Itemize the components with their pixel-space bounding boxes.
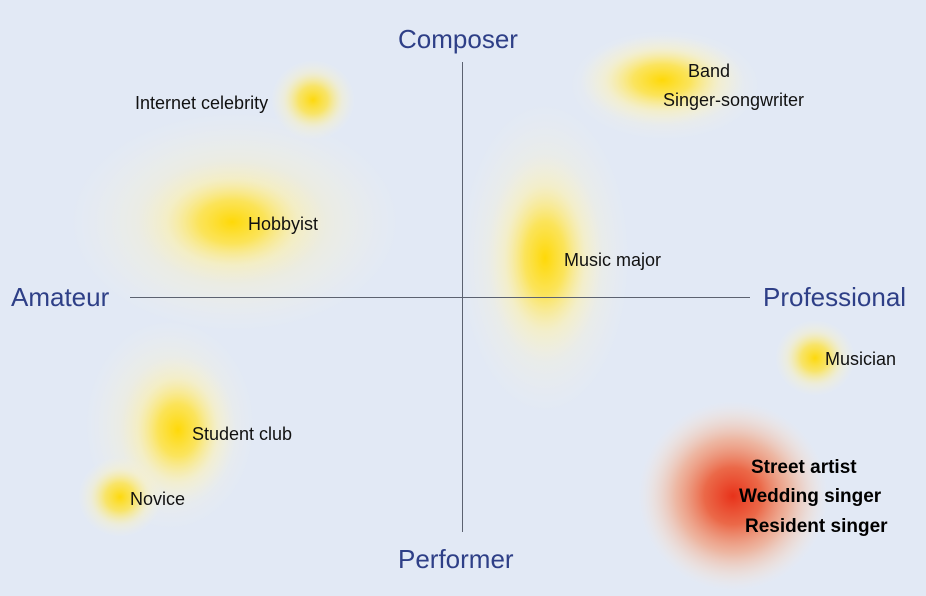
- item-label-student-club: Student club: [192, 424, 293, 444]
- item-label-wedding-singer: Wedding singer: [739, 486, 882, 507]
- item-label-musician: Musician: [825, 349, 897, 369]
- item-label-band: Band: [688, 61, 731, 81]
- axis-label-right: Professional: [763, 282, 907, 312]
- item-label-music-major: Music major: [564, 250, 662, 270]
- axis-label-bottom: Performer: [398, 544, 514, 574]
- item-label-singer-songwriter: Singer-songwriter: [663, 90, 805, 110]
- axis-label-top: Composer: [398, 24, 518, 54]
- item-label-internet-celebrity: Internet celebrity: [135, 93, 269, 113]
- axis-label-left: Amateur: [11, 282, 110, 312]
- item-label-hobbyist: Hobbyist: [248, 214, 319, 234]
- item-label-street-artist: Street artist: [751, 457, 857, 478]
- item-label-resident-singer: Resident singer: [745, 516, 888, 537]
- item-label-novice: Novice: [130, 489, 186, 509]
- horizontal-axis-line: [130, 297, 750, 298]
